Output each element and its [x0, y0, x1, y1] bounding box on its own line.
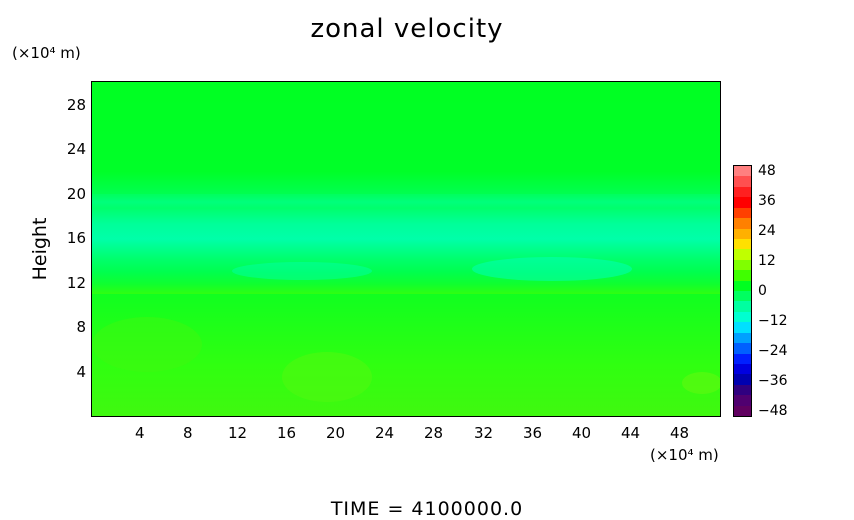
- colorbar-tick-label: −36: [758, 373, 788, 389]
- x-tick-label: 4: [135, 424, 145, 442]
- colorbar-segment: [734, 218, 751, 229]
- x-tick-label: 20: [326, 424, 346, 442]
- x-axis-unit: (×10⁴ m): [650, 446, 719, 464]
- colorbar-segment: [734, 301, 751, 313]
- colorbar-segment: [734, 363, 751, 375]
- y-tick-label: 20: [66, 185, 86, 203]
- colorbar-segment: [734, 291, 751, 302]
- colorbar-segment: [734, 395, 751, 407]
- colorbar-segment: [734, 207, 751, 219]
- y-tick-label: 8: [76, 318, 86, 336]
- colorbar-segment: [734, 270, 751, 282]
- colorbar-segment: [734, 322, 751, 334]
- x-tick-label: 28: [424, 424, 444, 442]
- y-tick-label: 24: [66, 140, 86, 158]
- x-tick-label: 32: [474, 424, 494, 442]
- field-blob: [682, 372, 720, 394]
- y-tick-label: 16: [66, 229, 86, 247]
- field-band-upper: [92, 82, 720, 194]
- colorbar-segment: [734, 280, 751, 292]
- colorbar-segment: [734, 332, 751, 344]
- y-tick-label: 12: [66, 274, 86, 292]
- x-tick-label: 36: [523, 424, 543, 442]
- x-tick-label: 48: [670, 424, 690, 442]
- x-tick-label: 16: [277, 424, 297, 442]
- colorbar-tick-label: 12: [758, 253, 776, 269]
- contour-plot-area: [91, 81, 721, 417]
- colorbar: [733, 165, 752, 417]
- x-tick-label: 12: [228, 424, 248, 442]
- y-tick-label: 4: [76, 363, 86, 381]
- colorbar-tick-label: −24: [758, 343, 788, 359]
- colorbar-segment: [734, 228, 751, 240]
- field-blob: [472, 257, 632, 281]
- x-tick-label: 8: [183, 424, 193, 442]
- colorbar-tick-label: −48: [758, 403, 788, 419]
- y-axis-unit: (×10⁴ m): [12, 44, 81, 62]
- colorbar-segment: [734, 374, 751, 386]
- colorbar-segment: [734, 166, 751, 177]
- x-tick-label: 44: [621, 424, 641, 442]
- colorbar-segment: [734, 311, 751, 323]
- x-tick-label: 24: [375, 424, 395, 442]
- y-tick-label: 28: [66, 96, 86, 114]
- colorbar-segment: [734, 176, 751, 188]
- colorbar-tick-label: 24: [758, 223, 776, 239]
- field-blob: [282, 352, 372, 402]
- colorbar-segment: [734, 249, 751, 261]
- colorbar-segment: [734, 405, 751, 417]
- colorbar-segment: [734, 343, 751, 354]
- colorbar-segment: [734, 197, 751, 209]
- x-tick-label: 40: [572, 424, 592, 442]
- time-stamp: TIME = 4100000.0: [330, 498, 524, 520]
- field-blob: [92, 317, 202, 372]
- colorbar-segment: [734, 238, 751, 250]
- colorbar-segment: [734, 353, 751, 365]
- y-axis-label: Height: [29, 217, 51, 281]
- colorbar-segment: [734, 384, 751, 396]
- colorbar-segment: [734, 259, 751, 271]
- colorbar-tick-label: 36: [758, 193, 776, 209]
- colorbar-tick-label: 0: [758, 283, 767, 299]
- colorbar-segment: [734, 186, 751, 198]
- field-band-negative: [92, 194, 720, 294]
- field-blob: [232, 262, 372, 280]
- colorbar-tick-label: 48: [758, 163, 776, 179]
- colorbar-tick-label: −12: [758, 313, 788, 329]
- chart-title: zonal velocity: [310, 14, 504, 44]
